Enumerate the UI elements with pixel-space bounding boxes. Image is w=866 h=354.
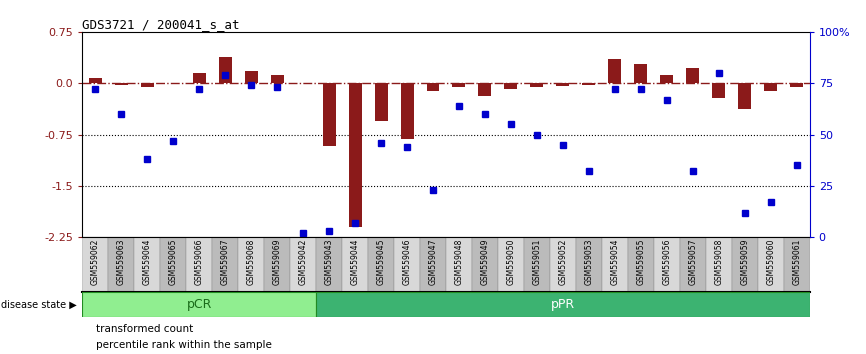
Text: GSM559066: GSM559066 — [195, 239, 204, 285]
Text: GDS3721 / 200041_s_at: GDS3721 / 200041_s_at — [82, 18, 240, 31]
Bar — [270, 75, 284, 83]
Bar — [114, 83, 128, 85]
Bar — [400, 83, 414, 139]
Bar — [446, 237, 472, 292]
Text: GSM559056: GSM559056 — [662, 239, 671, 285]
Bar — [498, 237, 524, 292]
Bar — [732, 237, 758, 292]
Bar — [582, 83, 596, 85]
Bar — [290, 237, 316, 292]
Bar — [342, 237, 368, 292]
Bar — [244, 71, 258, 83]
Text: GSM559048: GSM559048 — [455, 239, 463, 285]
Text: GSM559045: GSM559045 — [377, 239, 385, 285]
Text: GSM559061: GSM559061 — [792, 239, 801, 285]
Bar — [784, 237, 810, 292]
Text: GSM559054: GSM559054 — [611, 239, 619, 285]
Bar — [160, 237, 186, 292]
Bar — [238, 237, 264, 292]
Text: GSM559043: GSM559043 — [325, 239, 333, 285]
Bar — [108, 237, 134, 292]
Bar — [550, 237, 576, 292]
Bar — [316, 237, 342, 292]
Bar — [712, 83, 725, 98]
Bar — [706, 237, 732, 292]
Bar — [186, 237, 212, 292]
Text: GSM559057: GSM559057 — [688, 239, 697, 285]
Text: GSM559044: GSM559044 — [351, 239, 359, 285]
Bar — [394, 237, 420, 292]
Text: pCR: pCR — [186, 298, 212, 311]
Bar — [452, 83, 466, 87]
Bar — [790, 83, 804, 87]
Bar — [420, 237, 446, 292]
Text: pPR: pPR — [551, 298, 575, 311]
Bar — [628, 237, 654, 292]
Bar — [654, 237, 680, 292]
Text: GSM559047: GSM559047 — [429, 239, 437, 285]
Bar — [368, 237, 394, 292]
Text: GSM559062: GSM559062 — [91, 239, 100, 285]
Bar — [602, 237, 628, 292]
Bar — [556, 83, 570, 86]
Text: GSM559068: GSM559068 — [247, 239, 255, 285]
Bar — [680, 237, 706, 292]
Text: transformed count: transformed count — [96, 324, 193, 334]
Text: disease state ▶: disease state ▶ — [1, 299, 76, 309]
Bar — [264, 237, 290, 292]
Bar — [192, 73, 206, 83]
Bar — [504, 83, 517, 88]
Bar — [374, 83, 388, 121]
Text: GSM559065: GSM559065 — [169, 239, 178, 285]
Bar — [661, 75, 674, 83]
Text: GSM559067: GSM559067 — [221, 239, 229, 285]
Bar — [88, 78, 101, 83]
Bar — [426, 83, 439, 91]
Bar — [212, 237, 238, 292]
Bar — [758, 237, 784, 292]
Text: percentile rank within the sample: percentile rank within the sample — [96, 340, 272, 350]
Bar — [82, 237, 108, 292]
Bar — [218, 57, 232, 83]
Bar — [608, 59, 622, 83]
Bar — [82, 292, 316, 317]
Bar — [323, 83, 336, 146]
Text: GSM559055: GSM559055 — [637, 239, 645, 285]
Text: GSM559049: GSM559049 — [481, 239, 489, 285]
Bar — [140, 83, 154, 87]
Text: GSM559051: GSM559051 — [533, 239, 541, 285]
Text: GSM559046: GSM559046 — [403, 239, 411, 285]
Bar — [576, 237, 602, 292]
Text: GSM559058: GSM559058 — [714, 239, 723, 285]
Text: GSM559059: GSM559059 — [740, 239, 749, 285]
Bar — [530, 83, 544, 87]
Text: GSM559053: GSM559053 — [585, 239, 593, 285]
Text: GSM559060: GSM559060 — [766, 239, 775, 285]
Bar — [686, 68, 699, 83]
Bar — [348, 83, 362, 227]
Bar — [634, 64, 648, 83]
Text: GSM559042: GSM559042 — [299, 239, 307, 285]
Bar — [134, 237, 160, 292]
Text: GSM559052: GSM559052 — [559, 239, 567, 285]
Bar — [472, 237, 498, 292]
Bar — [524, 237, 550, 292]
Text: GSM559064: GSM559064 — [143, 239, 152, 285]
Text: GSM559050: GSM559050 — [507, 239, 515, 285]
Bar — [316, 292, 810, 317]
Text: GSM559063: GSM559063 — [117, 239, 126, 285]
Bar — [764, 83, 778, 91]
Bar — [478, 83, 492, 96]
Text: GSM559069: GSM559069 — [273, 239, 281, 285]
Bar — [738, 83, 751, 109]
